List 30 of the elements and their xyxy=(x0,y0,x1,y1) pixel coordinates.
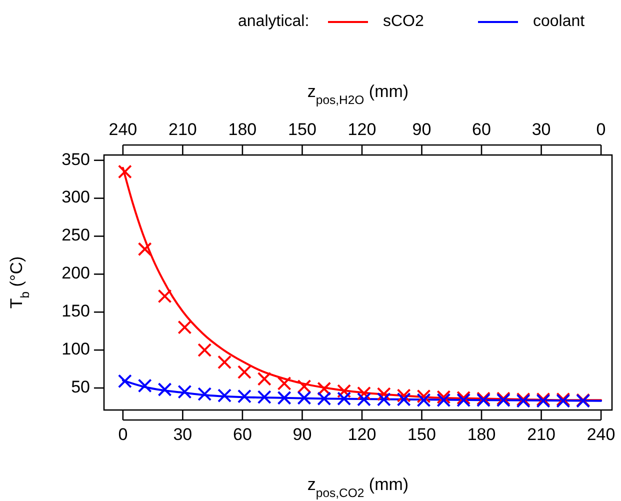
x2-tick-label: 180 xyxy=(228,120,257,139)
x-tick-label: 210 xyxy=(527,425,556,444)
x2-tick-label: 60 xyxy=(472,120,491,139)
legend-title: analytical: xyxy=(238,13,310,30)
x-axis-title: z$_{pos,CO2}$ (mm) xyxy=(307,475,409,500)
x2-tick-label: 30 xyxy=(532,120,551,139)
x2-tick-label: 120 xyxy=(348,120,376,139)
y-tick-label: 150 xyxy=(62,302,90,321)
y-tick-label: 250 xyxy=(62,226,90,245)
legend-label: coolant xyxy=(533,13,586,30)
x2-tick-label: 90 xyxy=(412,120,432,139)
x2-axis-title: z$_{pos,H2O}$ (mm) xyxy=(307,82,409,107)
legend-label: sCO2 xyxy=(383,13,424,30)
x-tick-label: 150 xyxy=(408,425,436,444)
x-tick-label: 30 xyxy=(173,425,192,444)
y-tick-label: 350 xyxy=(62,150,90,169)
y-tick-label: 200 xyxy=(62,264,90,283)
x2-tick-label: 0 xyxy=(596,120,606,139)
y-tick-label: 100 xyxy=(62,340,90,359)
x2-tick-label: 210 xyxy=(168,120,197,139)
x-tick-label: 90 xyxy=(292,425,312,444)
x-tick-label: 240 xyxy=(586,425,616,444)
y-tick-label: 50 xyxy=(71,377,90,396)
x-tick-label: 180 xyxy=(467,425,496,444)
x2-tick-label: 150 xyxy=(288,120,316,139)
x-tick-label: 0 xyxy=(118,425,128,444)
x-tick-label: 120 xyxy=(348,425,376,444)
x-tick-label: 60 xyxy=(232,425,252,444)
x2-tick-label: 240 xyxy=(108,120,138,139)
y-tick-label: 300 xyxy=(62,188,90,207)
